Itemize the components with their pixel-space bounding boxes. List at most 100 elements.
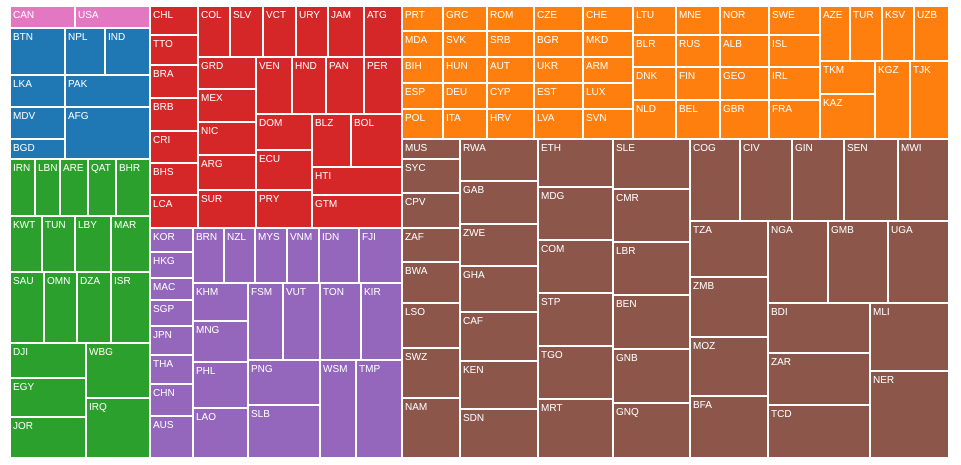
tile-mrt[interactable] (537, 398, 614, 459)
tile-mar[interactable] (110, 215, 151, 273)
tile-hnd[interactable] (291, 56, 327, 115)
tile-ken[interactable] (459, 360, 539, 410)
tile-idn[interactable] (318, 227, 360, 284)
tile-sle[interactable] (612, 138, 691, 190)
tile-label-mus: MUS (405, 143, 428, 154)
tile-chn[interactable] (149, 383, 194, 417)
tile-grd[interactable] (197, 56, 257, 90)
tile-fra[interactable] (768, 99, 821, 140)
tile-mdv[interactable] (9, 106, 66, 140)
tile-aze[interactable] (819, 5, 851, 62)
tile-label-bfa: BFA (693, 400, 712, 411)
tile-stp[interactable] (537, 292, 614, 347)
tile-label-irq: IRQ (89, 402, 107, 413)
tile-mdg[interactable] (537, 186, 614, 241)
tile-bel[interactable] (675, 99, 721, 140)
tile-tto[interactable] (149, 34, 199, 66)
tile-afg[interactable] (64, 106, 151, 160)
tile-gin[interactable] (791, 138, 845, 222)
tile-gnq[interactable] (612, 402, 691, 459)
tile-label-ind: IND (108, 32, 125, 43)
tile-lca[interactable] (149, 194, 199, 229)
tile-bfa[interactable] (689, 395, 769, 459)
tile-ita[interactable] (442, 108, 488, 140)
tile-dnk[interactable] (632, 66, 677, 101)
tile-mys[interactable] (254, 227, 288, 284)
tile-ecu[interactable] (255, 149, 313, 191)
tile-irl[interactable] (768, 66, 821, 101)
tile-cri[interactable] (149, 130, 199, 164)
tile-ksv[interactable] (881, 5, 915, 62)
tile-com[interactable] (537, 239, 614, 294)
tile-civ[interactable] (739, 138, 793, 222)
tile-fji[interactable] (358, 227, 403, 284)
tile-mng[interactable] (192, 320, 249, 363)
tile-jor[interactable] (9, 416, 87, 459)
tile-zwe[interactable] (459, 223, 539, 267)
tile-gmb[interactable] (827, 220, 889, 304)
tile-cmr[interactable] (612, 188, 691, 243)
tile-ner[interactable] (869, 370, 950, 459)
tile-pak[interactable] (64, 74, 151, 108)
tile-rus[interactable] (675, 34, 721, 68)
tile-qat[interactable] (87, 158, 117, 217)
tile-grc[interactable] (442, 5, 488, 32)
tile-label-khm: KHM (196, 287, 218, 298)
tile-swe[interactable] (768, 5, 821, 36)
tile-mwi[interactable] (897, 138, 950, 222)
tile-label-ukr: UKR (537, 61, 558, 72)
tile-nor[interactable] (719, 5, 770, 36)
tile-slb[interactable] (247, 404, 321, 459)
tile-hun[interactable] (442, 56, 488, 84)
tile-wbg[interactable] (85, 342, 151, 399)
tile-svn[interactable] (582, 108, 634, 140)
tile-kor[interactable] (149, 227, 194, 253)
tile-ben[interactable] (612, 294, 691, 350)
tile-jpn[interactable] (149, 325, 194, 356)
tile-ury[interactable] (295, 5, 329, 58)
tile-tjk[interactable] (909, 60, 950, 140)
tile-rom[interactable] (486, 5, 535, 32)
tile-mli[interactable] (869, 302, 950, 372)
tile-label-civ: CIV (743, 143, 760, 154)
tile-ukr[interactable] (533, 56, 584, 84)
tile-label-idn: IDN (322, 232, 339, 243)
tile-eth[interactable] (537, 138, 614, 188)
tile-bwa[interactable] (401, 261, 461, 304)
tile-omn[interactable] (43, 271, 78, 344)
tile-lbn[interactable] (34, 158, 61, 217)
tile-tkm[interactable] (819, 60, 876, 95)
tile-atg[interactable] (363, 5, 403, 58)
tile-label-isr: ISR (114, 276, 131, 287)
tile-label-sur: SUR (201, 194, 222, 205)
tile-label-atg: ATG (367, 10, 387, 21)
tile-aus[interactable] (149, 415, 194, 459)
tile-deu[interactable] (442, 82, 488, 110)
tile-label-npl: NPL (68, 32, 88, 43)
tile-cze[interactable] (533, 5, 584, 32)
tile-kwt[interactable] (9, 215, 43, 273)
tile-caf[interactable] (459, 311, 539, 362)
tile-uzb[interactable] (913, 5, 950, 62)
tile-hti[interactable] (311, 166, 403, 196)
tile-nic[interactable] (197, 121, 257, 156)
tile-syc[interactable] (401, 158, 461, 194)
tile-tza[interactable] (689, 220, 769, 278)
tile-lva[interactable] (533, 108, 584, 140)
tile-sgp[interactable] (149, 299, 194, 327)
tile-vut[interactable] (282, 282, 321, 361)
tile-bhs[interactable] (149, 162, 199, 196)
tile-kir[interactable] (360, 282, 403, 361)
tile-hrv[interactable] (486, 108, 535, 140)
tile-sau[interactable] (9, 271, 45, 344)
tile-tmp[interactable] (355, 359, 403, 459)
tile-sdn[interactable] (459, 408, 539, 459)
tile-lao[interactable] (192, 407, 249, 459)
tile-label-mys: MYS (258, 232, 280, 243)
tile-fsm[interactable] (247, 282, 284, 361)
tile-lux[interactable] (582, 82, 634, 110)
tile-chl[interactable] (149, 5, 199, 36)
tile-tcd[interactable] (767, 404, 871, 459)
tile-label-moz: MOZ (693, 341, 715, 352)
tile-png[interactable] (247, 359, 321, 406)
